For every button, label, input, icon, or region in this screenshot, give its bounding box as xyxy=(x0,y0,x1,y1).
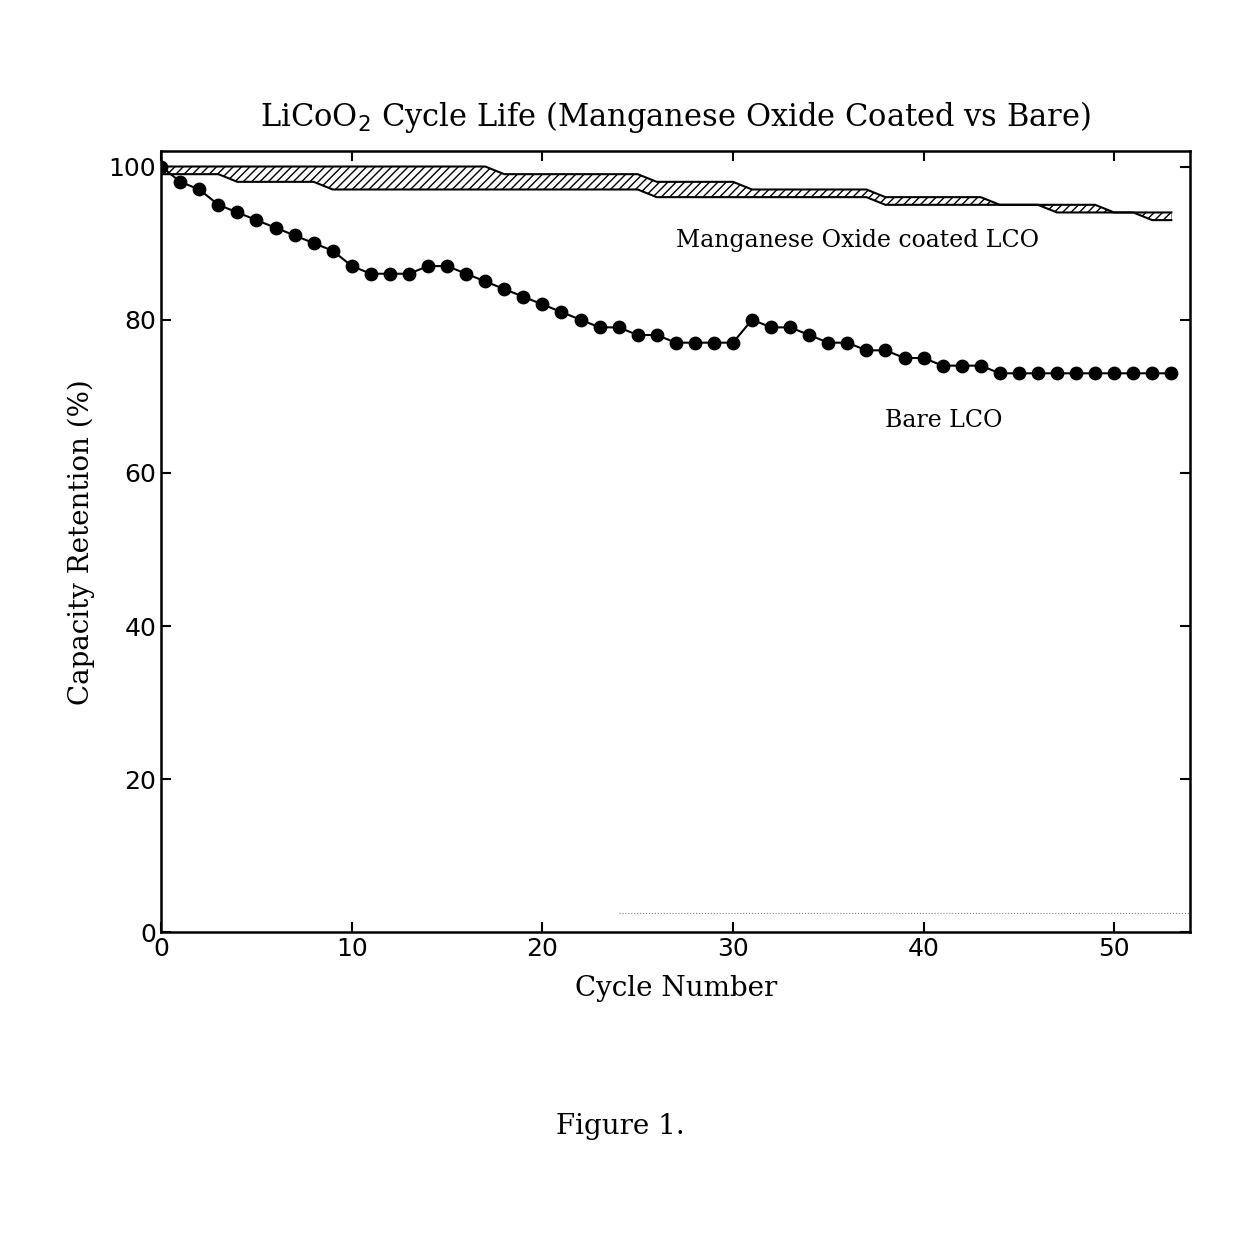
Point xyxy=(704,333,724,353)
Point xyxy=(666,333,686,353)
Point xyxy=(647,325,667,345)
Point xyxy=(552,302,572,323)
Point xyxy=(894,348,914,368)
Point xyxy=(609,318,629,338)
Point xyxy=(342,256,362,276)
Point xyxy=(399,263,419,284)
Point xyxy=(532,295,552,315)
Point xyxy=(1142,363,1162,383)
Point xyxy=(1066,363,1086,383)
Point xyxy=(322,241,342,261)
Point xyxy=(304,233,324,253)
Point xyxy=(1047,363,1066,383)
Point xyxy=(1105,363,1125,383)
Point xyxy=(684,333,704,353)
Point xyxy=(875,340,895,360)
X-axis label: Cycle Number: Cycle Number xyxy=(574,975,777,1002)
Point xyxy=(170,171,190,192)
Point xyxy=(800,325,820,345)
Point xyxy=(418,256,438,276)
Point xyxy=(151,156,171,176)
Point xyxy=(190,179,210,199)
Point xyxy=(627,325,647,345)
Point xyxy=(513,286,533,306)
Point xyxy=(742,310,761,330)
Point xyxy=(1162,363,1182,383)
Point xyxy=(208,195,228,215)
Point xyxy=(285,226,305,246)
Point xyxy=(1009,363,1029,383)
Point xyxy=(495,278,515,299)
Y-axis label: Capacity Retention (%): Capacity Retention (%) xyxy=(67,379,94,704)
Point xyxy=(971,355,991,375)
Point xyxy=(914,348,934,368)
Point xyxy=(227,203,247,223)
Point xyxy=(932,355,952,375)
Point xyxy=(361,263,381,284)
Point xyxy=(952,355,972,375)
Point xyxy=(379,263,399,284)
Point xyxy=(780,318,800,338)
Text: Bare LCO: Bare LCO xyxy=(885,410,1003,432)
Point xyxy=(1123,363,1143,383)
Text: Figure 1.: Figure 1. xyxy=(556,1113,684,1140)
Point xyxy=(438,256,458,276)
Point xyxy=(265,218,285,238)
Point xyxy=(818,333,838,353)
Point xyxy=(857,340,877,360)
Point xyxy=(475,271,495,291)
Point xyxy=(247,210,267,231)
Title: LiCoO$_2$ Cycle Life (Manganese Oxide Coated vs Bare): LiCoO$_2$ Cycle Life (Manganese Oxide Co… xyxy=(260,100,1091,135)
Point xyxy=(761,318,781,338)
Point xyxy=(990,363,1009,383)
Point xyxy=(723,333,743,353)
Point xyxy=(590,318,610,338)
Point xyxy=(570,310,590,330)
Text: Manganese Oxide coated LCO: Manganese Oxide coated LCO xyxy=(676,229,1039,252)
Point xyxy=(837,333,857,353)
Point xyxy=(456,263,476,284)
Point xyxy=(1028,363,1048,383)
Point xyxy=(1085,363,1105,383)
